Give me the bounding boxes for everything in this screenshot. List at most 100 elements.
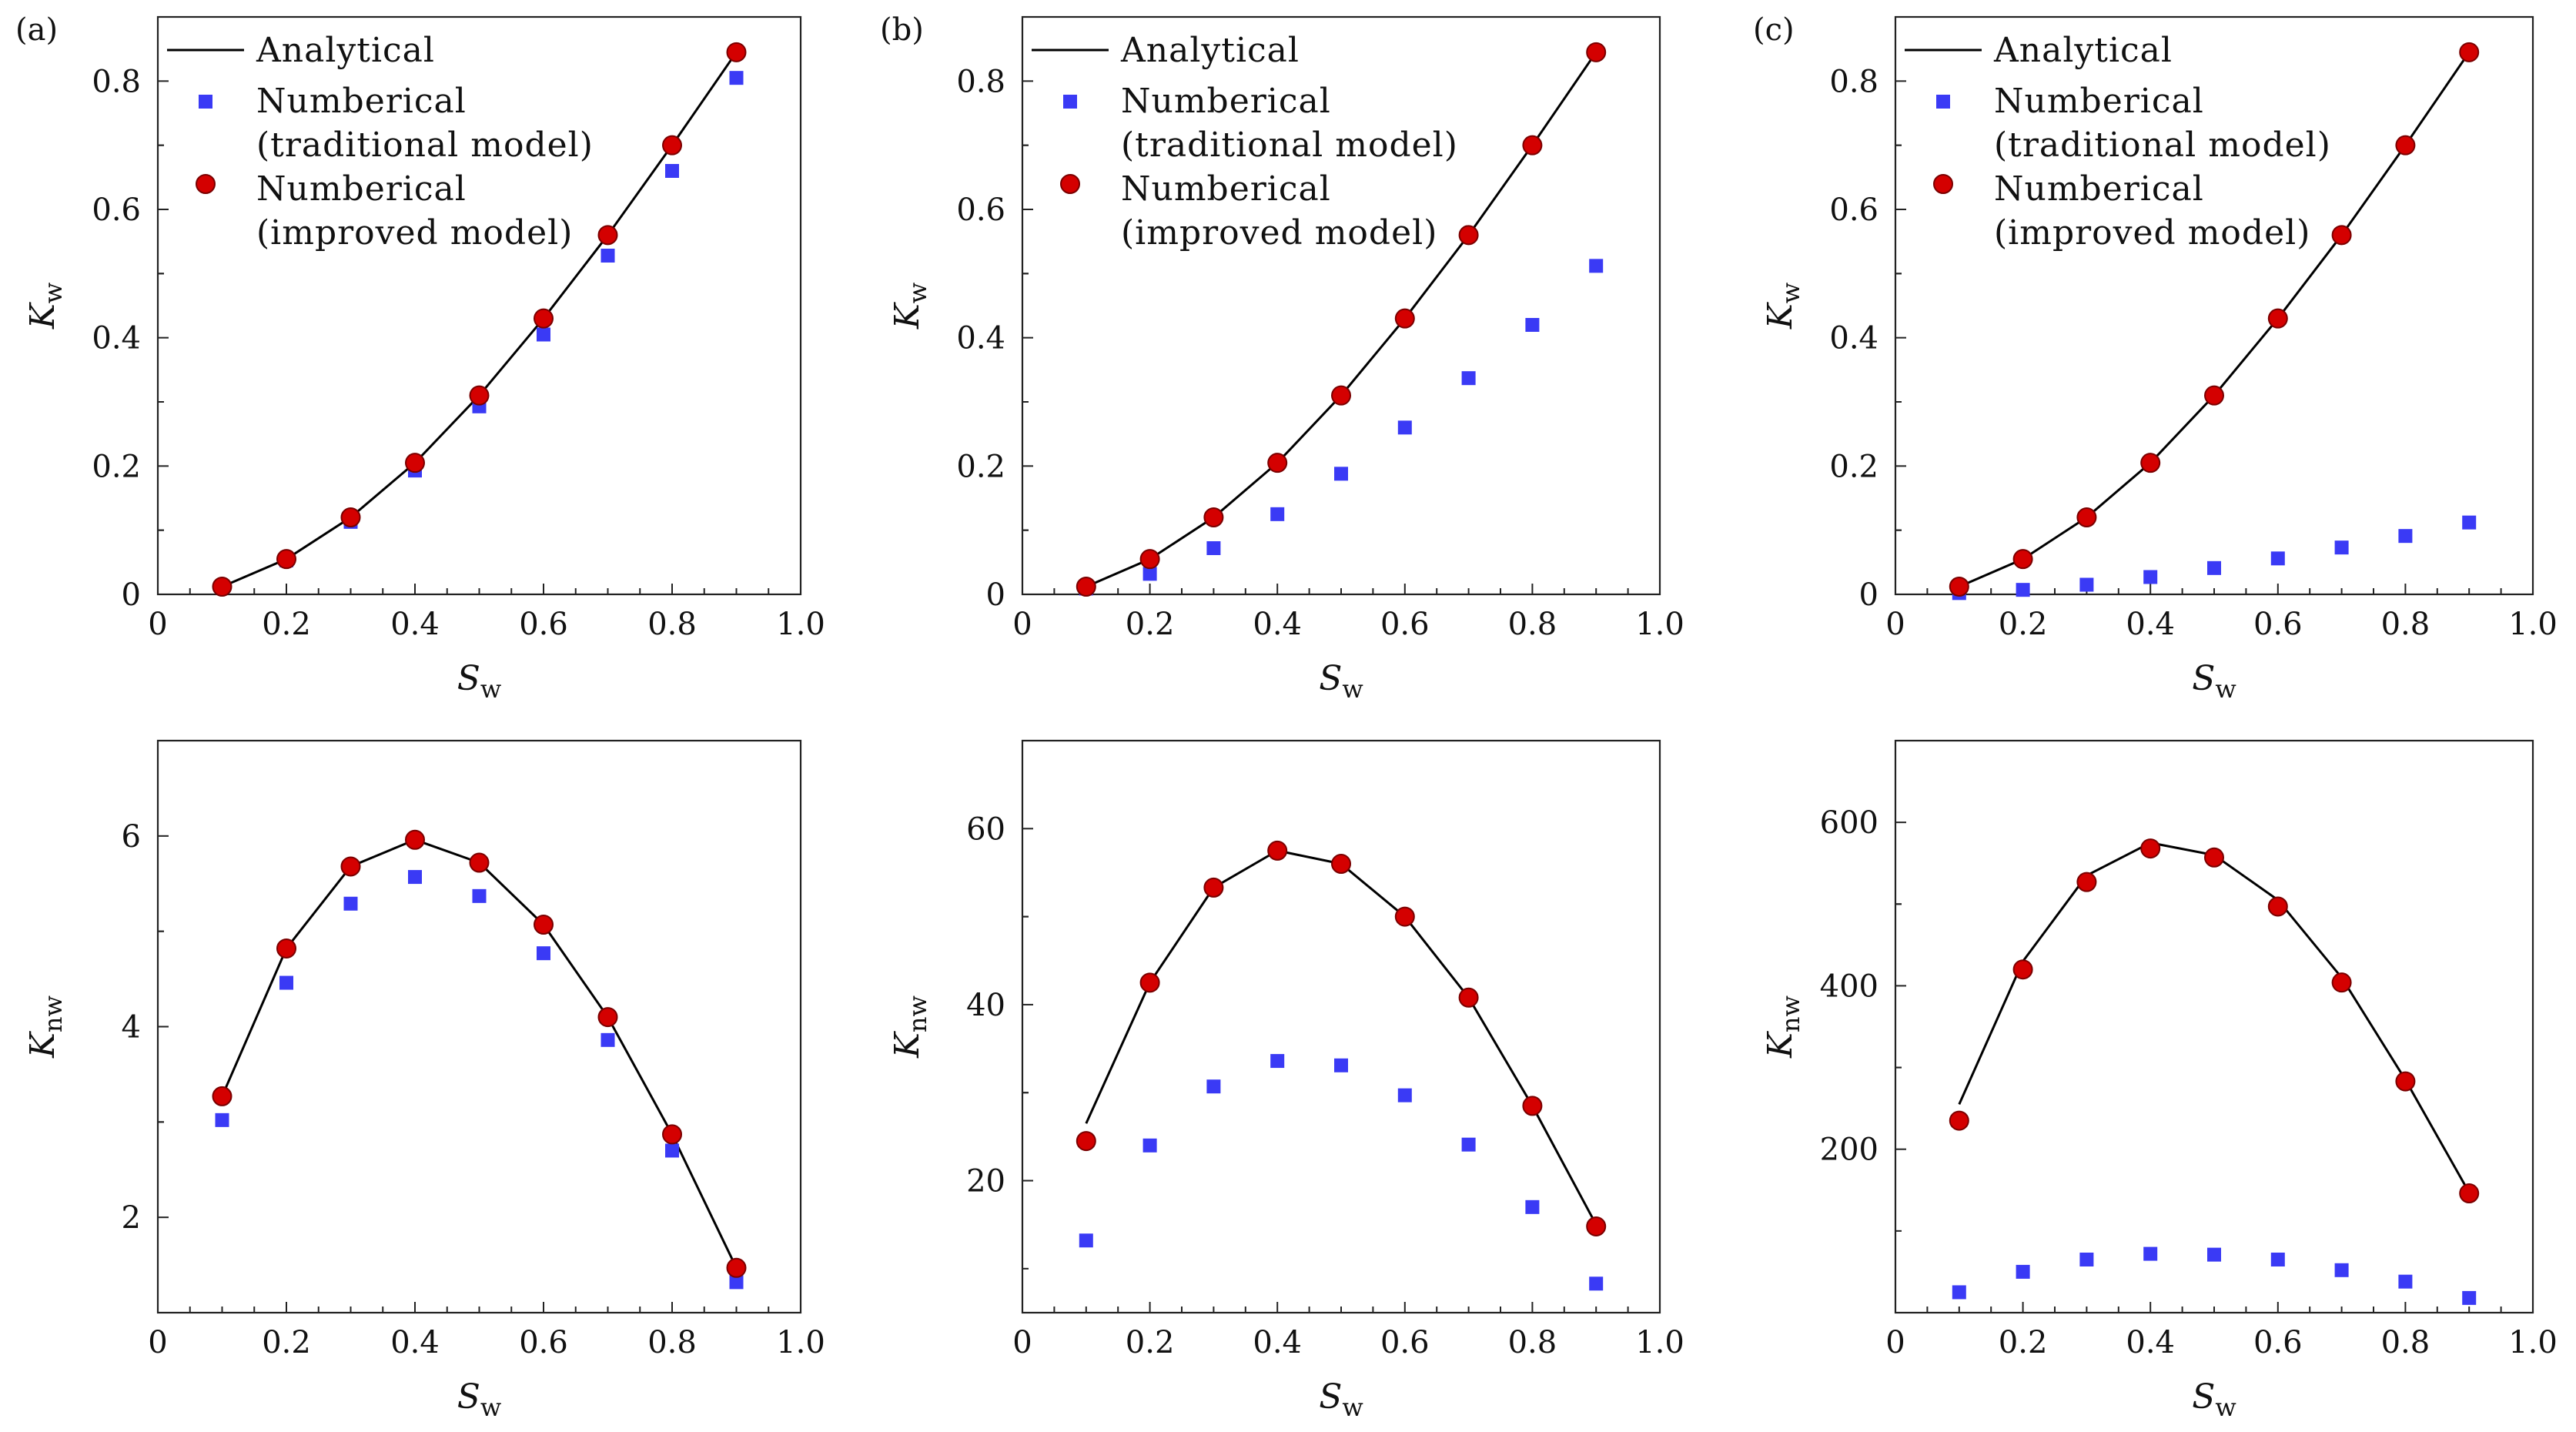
y-tick-label: 400 bbox=[1820, 969, 1878, 1004]
x-tick-label: 0.8 bbox=[1508, 607, 1557, 642]
y-tick-label: 0.2 bbox=[1829, 449, 1878, 484]
y-tick-label: 0.6 bbox=[956, 192, 1005, 228]
improved-point bbox=[2012, 549, 2033, 570]
improved-point bbox=[597, 1007, 618, 1028]
y-axis-label-sub: w bbox=[38, 283, 68, 303]
y-axis-label-sub: w bbox=[903, 283, 932, 303]
legend-improved-1: Numberical bbox=[256, 169, 467, 209]
x-tick-label: 0.2 bbox=[1999, 1325, 2048, 1360]
legend-improved-1: Numberical bbox=[1994, 169, 2204, 209]
y-tick-label: 200 bbox=[1820, 1133, 1878, 1168]
x-tick-label: 0.6 bbox=[2253, 1325, 2303, 1360]
traditional-point bbox=[2079, 1253, 2094, 1267]
analytical-line bbox=[1958, 841, 2471, 1193]
improved-point bbox=[1139, 972, 1160, 993]
improved-point bbox=[2076, 507, 2097, 527]
improved-point bbox=[2267, 896, 2288, 917]
traditional-point bbox=[1270, 507, 1285, 521]
legend-improved-2: (improved model) bbox=[1121, 213, 1437, 253]
x-axis-label-sub: w bbox=[2215, 1393, 2236, 1422]
legend-traditional-2: (traditional model) bbox=[1994, 125, 2331, 165]
x-tick-label: 1.0 bbox=[776, 607, 825, 642]
y-axis-label: Knw bbox=[23, 995, 68, 1059]
y-tick-label: 0.4 bbox=[956, 321, 1005, 356]
traditional-point bbox=[1142, 1138, 1157, 1153]
improved-point bbox=[662, 1124, 682, 1145]
chart-panel-1: 0 0.2 0.4 0.6 0.8 1.000.20.40.60.8SwKw(a)Anal… bbox=[15, 12, 825, 704]
improved-point bbox=[662, 135, 682, 156]
x-tick-label: 0.6 bbox=[519, 1325, 568, 1360]
improved-point bbox=[534, 914, 554, 935]
legend-improved-2: (improved model) bbox=[256, 213, 573, 253]
x-tick-label: 0.6 bbox=[1380, 1325, 1430, 1360]
traditional-point bbox=[665, 1143, 679, 1158]
improved-point bbox=[534, 308, 554, 329]
traditional-point bbox=[537, 946, 550, 961]
y-tick-label: 0.8 bbox=[1829, 64, 1878, 99]
traditional-point bbox=[601, 249, 615, 263]
legend-traditional-1: Numberical bbox=[1121, 82, 1331, 121]
improved-point bbox=[2459, 1183, 2480, 1204]
traditional-point bbox=[2334, 540, 2349, 555]
traditional-point bbox=[537, 327, 550, 342]
improved-point bbox=[1458, 225, 1479, 246]
improved-point bbox=[340, 507, 361, 527]
x-tick-label: 0.8 bbox=[1508, 1325, 1557, 1360]
legend-square-swatch bbox=[1936, 95, 1950, 109]
legend-analytical: Analytical bbox=[1120, 31, 1300, 70]
chart-panel-6: 0 0.2 0.4 0.6 0.8 1.0 200 400 600 Sw Knw bbox=[1761, 739, 2558, 1422]
improved-point bbox=[1267, 840, 1288, 861]
traditional-point bbox=[1079, 1233, 1093, 1248]
y-tick-label: 0.2 bbox=[956, 449, 1005, 484]
improved-point bbox=[1522, 1096, 1543, 1116]
x-axis-label-sub: w bbox=[480, 674, 501, 704]
improved-point bbox=[212, 577, 233, 597]
plot-frame bbox=[1894, 739, 2534, 1314]
traditional-point bbox=[1525, 1199, 1540, 1214]
traditional-point bbox=[1589, 259, 1604, 273]
improved-point bbox=[1949, 577, 1969, 597]
improved-point bbox=[1203, 507, 1224, 527]
x-tick-label: 0.4 bbox=[390, 607, 440, 642]
y-tick-label: 4 bbox=[122, 1010, 141, 1046]
panel-label: (b) bbox=[880, 12, 924, 48]
y-tick-label: 0.4 bbox=[1829, 321, 1878, 356]
x-tick-label: 0.8 bbox=[647, 1325, 697, 1360]
x-tick-label: 0 bbox=[148, 607, 167, 642]
legend-analytical: Analytical bbox=[1993, 31, 2173, 70]
y-tick-label: 2 bbox=[122, 1200, 141, 1236]
traditional-point bbox=[2334, 1263, 2349, 1277]
improved-point bbox=[212, 1086, 233, 1106]
x-tick-label: 1.0 bbox=[776, 1325, 825, 1360]
x-tick-label: 0 bbox=[148, 1325, 167, 1360]
traditional-point bbox=[408, 870, 422, 885]
x-tick-label: 0.6 bbox=[519, 607, 568, 642]
traditional-point bbox=[2398, 1274, 2413, 1289]
y-tick-label: 0.8 bbox=[92, 64, 141, 99]
improved-point bbox=[2395, 135, 2416, 156]
improved-point bbox=[1076, 577, 1096, 597]
y-tick-label: 600 bbox=[1820, 805, 1878, 841]
improved-point bbox=[726, 42, 747, 62]
traditional-point bbox=[1397, 420, 1412, 435]
traditional-point bbox=[729, 1275, 744, 1290]
y-tick-label: 0.6 bbox=[92, 192, 141, 228]
legend-square-swatch bbox=[1063, 95, 1077, 109]
improved-point bbox=[1076, 1131, 1096, 1152]
y-axis-label-sub: nw bbox=[903, 995, 932, 1032]
y-axis-label-sub: nw bbox=[38, 995, 68, 1032]
y-axis-label-main: K bbox=[23, 302, 62, 330]
improved-point bbox=[1394, 906, 1415, 927]
y-tick-label: 20 bbox=[966, 1164, 1005, 1199]
legend-traditional-2: (traditional model) bbox=[256, 125, 594, 165]
x-axis-label-main: S bbox=[1319, 659, 1342, 698]
improved-point bbox=[2204, 847, 2224, 868]
y-tick-label: 6 bbox=[122, 819, 141, 855]
x-tick-label: 0.8 bbox=[2381, 1325, 2430, 1360]
traditional-point bbox=[1206, 541, 1221, 555]
chart-panel-5: 0 0.2 0.4 0.6 0.8 1.0 20 40 60 Sw Knw bbox=[888, 739, 1684, 1422]
x-axis-label: Sw bbox=[2192, 659, 2236, 704]
